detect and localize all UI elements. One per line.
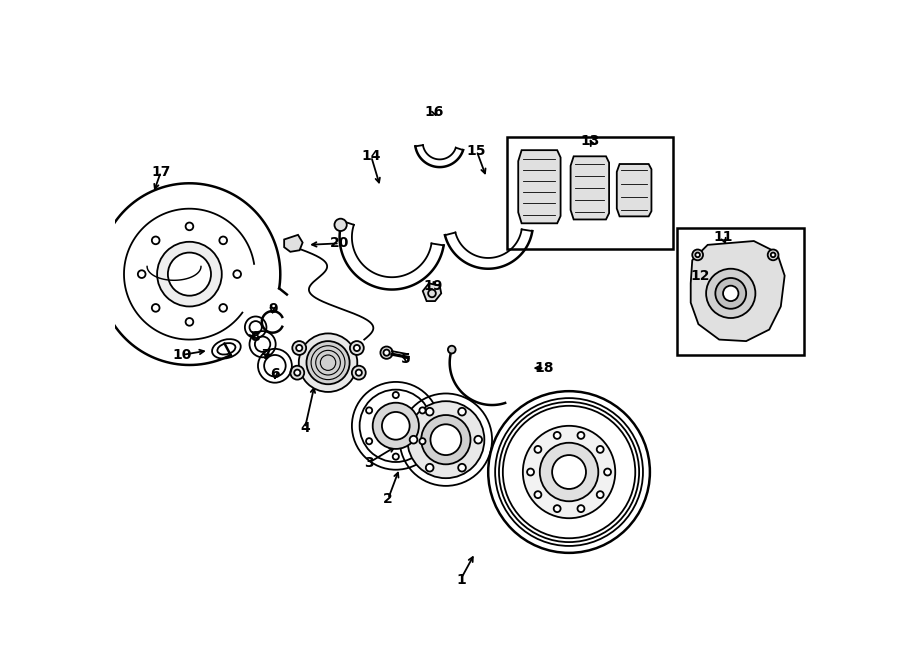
Circle shape: [768, 249, 778, 260]
Circle shape: [350, 341, 364, 355]
Circle shape: [535, 446, 542, 453]
Circle shape: [220, 304, 227, 312]
Circle shape: [578, 432, 584, 439]
Circle shape: [138, 270, 146, 278]
Circle shape: [152, 304, 159, 312]
Circle shape: [220, 237, 227, 244]
Circle shape: [233, 270, 241, 278]
Text: 12: 12: [690, 268, 710, 283]
Text: 15: 15: [467, 144, 486, 158]
Text: 5: 5: [400, 352, 410, 366]
Circle shape: [366, 407, 373, 414]
Circle shape: [366, 438, 373, 444]
Text: 1: 1: [456, 573, 466, 587]
Circle shape: [474, 436, 482, 444]
Circle shape: [168, 253, 211, 295]
Circle shape: [356, 369, 362, 375]
Polygon shape: [423, 284, 441, 301]
Circle shape: [392, 453, 399, 459]
Circle shape: [552, 455, 586, 489]
Circle shape: [410, 436, 418, 444]
Text: 11: 11: [714, 230, 733, 244]
Circle shape: [354, 345, 360, 351]
Circle shape: [604, 469, 611, 475]
Polygon shape: [284, 235, 302, 252]
Text: 9: 9: [268, 302, 277, 316]
Text: 18: 18: [535, 361, 554, 375]
Text: 2: 2: [383, 492, 393, 506]
Circle shape: [540, 443, 598, 501]
Circle shape: [335, 219, 346, 231]
Polygon shape: [616, 164, 652, 216]
Circle shape: [152, 237, 159, 244]
Text: 16: 16: [425, 104, 444, 119]
Text: 7: 7: [261, 348, 271, 362]
Circle shape: [716, 278, 746, 309]
Circle shape: [307, 341, 349, 384]
Circle shape: [692, 249, 703, 260]
Circle shape: [158, 242, 221, 307]
Circle shape: [392, 392, 399, 398]
Circle shape: [696, 253, 700, 257]
Text: 8: 8: [250, 330, 260, 344]
Circle shape: [419, 407, 426, 414]
Circle shape: [578, 505, 584, 512]
Circle shape: [597, 446, 604, 453]
Circle shape: [292, 341, 306, 355]
Text: 17: 17: [151, 165, 171, 178]
Text: 13: 13: [580, 134, 600, 148]
Circle shape: [185, 223, 193, 230]
Text: 10: 10: [172, 348, 192, 362]
Circle shape: [527, 469, 534, 475]
Polygon shape: [571, 156, 609, 219]
Circle shape: [291, 366, 304, 379]
Circle shape: [408, 401, 484, 478]
Circle shape: [554, 432, 561, 439]
Circle shape: [294, 369, 301, 375]
Bar: [508, 137, 673, 249]
Circle shape: [706, 269, 755, 318]
Text: 14: 14: [362, 149, 381, 163]
Circle shape: [383, 350, 390, 356]
Circle shape: [554, 505, 561, 512]
Circle shape: [352, 366, 365, 379]
Polygon shape: [690, 241, 785, 341]
Circle shape: [373, 403, 418, 449]
Circle shape: [535, 491, 542, 498]
Circle shape: [448, 346, 455, 354]
Circle shape: [421, 415, 471, 464]
Circle shape: [419, 438, 426, 444]
Circle shape: [770, 253, 776, 257]
Circle shape: [382, 412, 410, 440]
Circle shape: [185, 318, 193, 326]
Text: 6: 6: [270, 368, 280, 381]
Circle shape: [523, 426, 616, 518]
Polygon shape: [518, 150, 561, 223]
Circle shape: [381, 346, 392, 359]
Bar: [677, 228, 804, 355]
Circle shape: [597, 491, 604, 498]
Circle shape: [458, 408, 466, 416]
Circle shape: [296, 345, 302, 351]
Circle shape: [430, 424, 461, 455]
Text: 20: 20: [330, 237, 349, 251]
Circle shape: [426, 464, 434, 471]
Circle shape: [299, 333, 357, 392]
Circle shape: [426, 408, 434, 416]
Text: 4: 4: [300, 421, 310, 435]
Text: 3: 3: [364, 456, 374, 470]
Text: 19: 19: [423, 279, 443, 293]
Circle shape: [458, 464, 466, 471]
Circle shape: [723, 286, 738, 301]
